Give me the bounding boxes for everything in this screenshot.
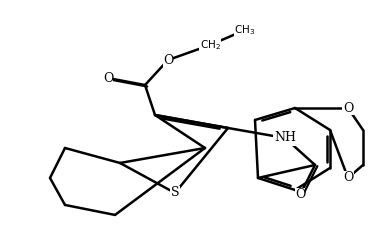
Text: O: O — [103, 72, 113, 84]
Text: S: S — [171, 186, 179, 199]
Text: O: O — [163, 54, 173, 67]
Text: O: O — [295, 188, 305, 201]
Text: O: O — [343, 101, 353, 114]
Text: $\mathregular{CH_3}$: $\mathregular{CH_3}$ — [234, 23, 255, 37]
Text: $\mathregular{CH_2}$: $\mathregular{CH_2}$ — [199, 38, 221, 52]
Text: NH: NH — [274, 131, 296, 144]
Text: O: O — [343, 171, 353, 184]
